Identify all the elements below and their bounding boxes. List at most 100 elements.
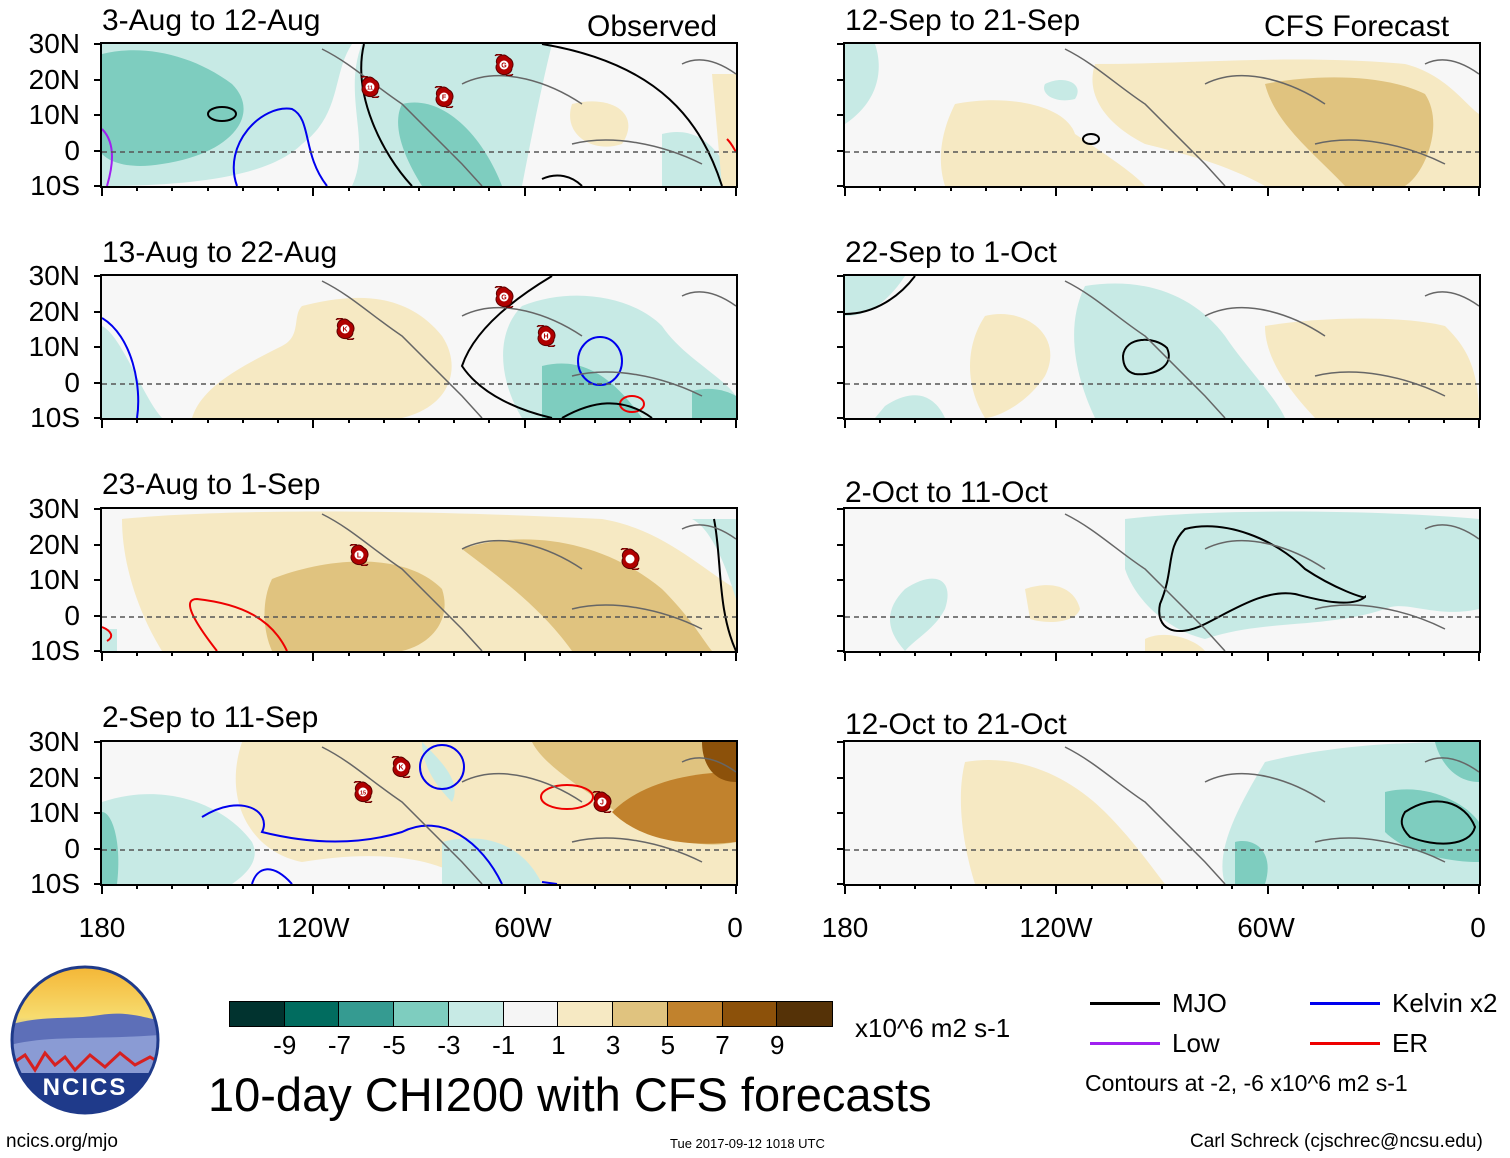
lat-label-10s: 10S <box>30 402 80 433</box>
colorbar-swatch <box>558 1002 614 1026</box>
observed-label: Observed <box>587 10 718 43</box>
lon-tick <box>488 418 491 423</box>
colorbar-swatch <box>777 1002 832 1026</box>
map-panel-7[interactable] <box>843 507 1481 653</box>
hurricane-icon[interactable]: G <box>493 286 515 309</box>
hurricane-icon[interactable]: F <box>433 86 455 109</box>
legend-line-er <box>1310 1042 1380 1045</box>
lon-tick <box>101 418 103 428</box>
hurricane-icon[interactable]: L <box>348 544 370 567</box>
lat-tick <box>837 275 845 277</box>
lon-tick <box>1372 418 1375 423</box>
lon-tick <box>453 418 456 423</box>
footer-url[interactable]: ncics.org/mjo <box>6 1131 118 1152</box>
lat-tick <box>94 543 102 546</box>
lat-label-10n: 10N <box>28 797 80 828</box>
lon-tick <box>277 884 280 889</box>
panel-title-5: 12-Sep to 21-Sep <box>845 4 1081 37</box>
map-panel-3[interactable] <box>100 507 738 653</box>
lon-tick <box>523 651 526 661</box>
lon-tick <box>136 884 139 889</box>
lon-tick <box>312 884 315 894</box>
map-panel-8[interactable] <box>843 740 1481 886</box>
anomaly-field <box>102 742 736 884</box>
cfs-forecast-label: CFS Forecast <box>1264 10 1450 43</box>
colorbar-tick-label: -3 <box>437 1030 461 1060</box>
lon-tick <box>735 884 737 894</box>
lat-tick <box>837 43 845 45</box>
panel-title-7: 2-Oct to 11-Oct <box>845 476 1048 509</box>
map-panel-6[interactable] <box>843 274 1481 420</box>
lon-tick <box>418 884 420 889</box>
lat-label-10n: 10N <box>28 331 80 362</box>
lon-tick <box>382 884 385 889</box>
lat-tick <box>94 43 102 45</box>
lon-label-0-right: 0 <box>1470 912 1486 943</box>
lon-tick <box>1478 186 1480 196</box>
lon-tick <box>594 186 597 191</box>
lat-tick <box>837 883 845 885</box>
lon-tick <box>277 186 280 191</box>
hurricane-icon[interactable]: H <box>535 325 557 348</box>
ncics-logo-icon: NCICS <box>10 965 160 1115</box>
hurricane-icon[interactable]: G <box>493 54 515 77</box>
lat-tick <box>94 614 102 617</box>
colorbar-swatch <box>284 1002 340 1026</box>
hurricane-icon[interactable]: 11 <box>359 75 381 98</box>
lon-tick <box>382 651 385 656</box>
lat-tick <box>837 185 845 187</box>
colorbar-swatch <box>613 1002 668 1026</box>
lat-tick <box>94 579 102 581</box>
storm-label: K <box>343 327 348 334</box>
hurricane-icon[interactable] <box>619 547 641 570</box>
lon-tick <box>1020 186 1023 191</box>
lat-tick <box>94 883 102 885</box>
lon-tick <box>1161 186 1163 191</box>
map-panel-4[interactable] <box>100 740 738 886</box>
map-panel-1[interactable] <box>100 42 738 188</box>
lon-tick <box>1266 186 1269 196</box>
colorbar-tick-label: -5 <box>382 1030 406 1060</box>
colorbar-units: x10^6 m2 s-1 <box>855 1013 1011 1043</box>
colorbar-swatch <box>448 1002 504 1026</box>
hurricane-icon[interactable]: K <box>334 318 356 341</box>
lon-label-120w-right: 120W <box>1019 912 1093 943</box>
lon-tick <box>241 186 244 191</box>
lon-tick <box>1478 418 1480 428</box>
lon-tick <box>1231 186 1234 191</box>
lat-tick <box>94 185 102 187</box>
colorbar-swatch <box>230 1002 285 1026</box>
lat-tick <box>837 614 845 617</box>
lat-tick <box>837 149 845 152</box>
lon-tick <box>1407 651 1410 656</box>
ncics-logo[interactable]: NCICS <box>10 965 160 1115</box>
hurricane-icon[interactable]: K <box>390 755 412 778</box>
lon-tick <box>1020 418 1023 423</box>
storm-label: J <box>600 800 604 807</box>
lon-tick <box>699 418 702 423</box>
lon-tick <box>1407 418 1410 423</box>
hurricane-icon[interactable]: 15 <box>352 780 374 803</box>
colorbar-swatch <box>339 1002 395 1026</box>
legend-line-mjo <box>1090 1002 1160 1005</box>
lon-tick <box>206 651 209 656</box>
lon-tick <box>382 186 385 191</box>
map-panel-5[interactable] <box>843 42 1481 188</box>
lon-tick <box>1337 418 1340 423</box>
lon-tick <box>1090 884 1093 889</box>
lon-tick <box>1337 884 1340 889</box>
lon-tick <box>1478 884 1480 894</box>
lon-tick <box>558 884 561 889</box>
lon-tick <box>914 651 917 656</box>
lat-tick <box>837 114 845 116</box>
hurricane-icon[interactable]: J <box>591 791 613 814</box>
colorbar-swatch <box>667 1002 723 1026</box>
lat-label-0: 0 <box>64 366 80 398</box>
map-panel-2[interactable] <box>100 274 738 420</box>
panel-title-6: 22-Sep to 1-Oct <box>845 236 1057 269</box>
lat-tick <box>837 812 845 814</box>
lat-label-20n: 20N <box>28 63 80 95</box>
lat-tick <box>94 508 102 510</box>
lon-tick <box>664 884 667 889</box>
lon-tick <box>1372 651 1375 656</box>
